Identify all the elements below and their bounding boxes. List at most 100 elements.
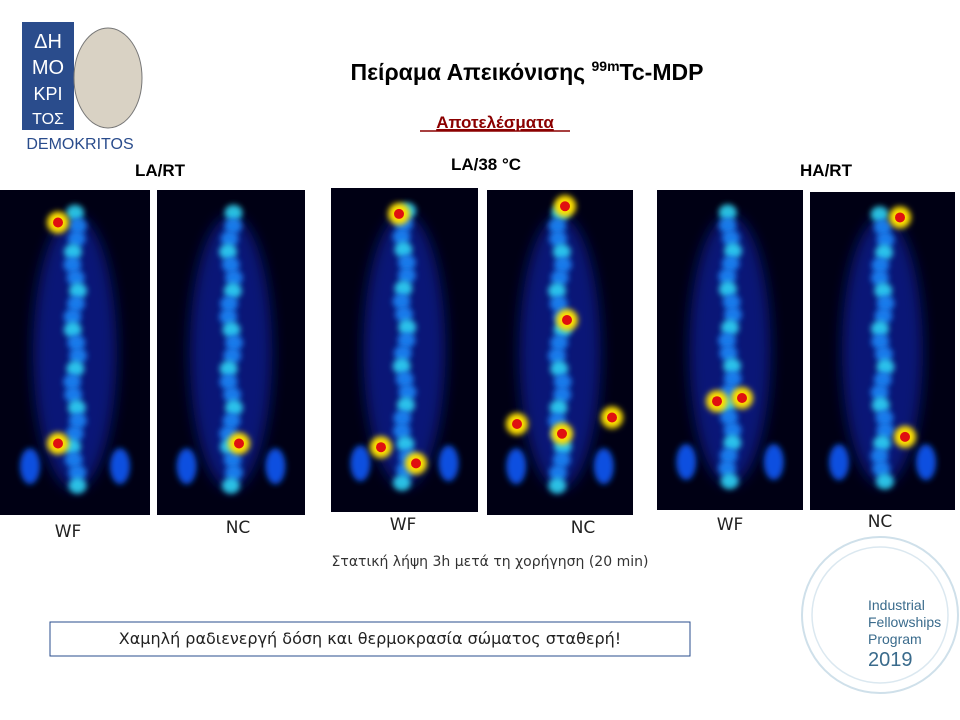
program-logo: Industrial Fellowships Program 2019 [801,536,959,694]
scan-spine [66,295,85,312]
image-label: WF [717,515,744,535]
scan-spine [723,434,742,451]
scan-spine [870,384,889,401]
scan-image [810,192,955,510]
logo-bust [73,27,143,129]
scan-spine [68,477,87,494]
scan-spine [870,447,889,464]
scan-spine [549,230,568,247]
scan-spine [553,256,572,273]
scan-spine [872,460,891,477]
scan-spine [874,346,893,363]
image-label: NC [571,518,596,538]
scan-spine [392,293,411,310]
scan-spine [876,295,895,312]
subtitle: Αποτελέσματα [436,113,554,132]
scan-spine [396,397,415,414]
scan-spine [876,231,895,248]
scan-spine [222,321,241,338]
scan-spine [393,410,412,427]
scan-spine [871,257,890,274]
scan-image [657,190,803,510]
scan-spine [67,334,86,351]
scan-image [487,190,633,515]
scan-spine [723,370,742,387]
scan-hotspot [394,208,404,219]
image-label: WF [55,522,82,542]
scan-hotspot [376,442,386,453]
scan-spine [394,241,413,258]
scan-spine [718,460,737,477]
scan-spine [719,345,738,362]
scan-spine [870,206,889,223]
scan-limb [916,444,936,481]
scan-spine [873,218,892,235]
scan-spine [397,332,416,349]
note: Χαμηλή ραδιενεργή δόση και θερμοκρασία σ… [119,629,621,648]
scan-spine [393,345,412,362]
scan-spine [68,412,87,429]
scan-spine [222,412,241,429]
scan-spine [723,358,742,374]
scan-spine [221,477,240,494]
scan-spine [68,217,87,234]
scan-spine [723,242,742,259]
title-text: Πείραμα Απεικόνισης [351,59,592,85]
scan-spine [219,243,238,260]
scan-spine [723,422,742,438]
scan-spine [873,435,892,452]
scan-spine [871,397,890,414]
scan-limb [506,448,527,485]
scan-spine [718,217,737,234]
group-label: LA/RT [135,161,186,180]
logo: ΔΗ ΜΟ ΚΡΙ ΤΟΣ DEMOKRITOS [22,22,143,153]
scan-spine [68,282,87,299]
scan-spine [224,464,243,481]
scan-hotspot [234,438,244,449]
scan-spine [392,474,411,491]
scan-spine [718,204,737,221]
scan-limb [829,444,849,481]
scan-spine [223,282,242,299]
scan-limb [110,448,130,485]
scan-spine [65,425,84,442]
scan-hotspot [562,315,572,325]
scan-spine [870,269,889,286]
scan-limb [676,444,697,480]
scan-spine [397,254,416,271]
scan-spine [719,447,738,464]
logo-ring [811,546,949,684]
scan-spine [550,334,569,351]
scan-spine [67,230,86,247]
scan-spine [876,358,895,375]
scan-spine [874,282,893,299]
scan-spine [552,243,571,260]
scan-spine [224,217,243,234]
scan-spine [395,371,414,388]
scan-spine [870,320,889,337]
scan-hotspot [512,419,522,429]
scan-hotspot [53,217,63,228]
scan-hotspot [411,458,421,469]
scan-spine [63,308,82,325]
scan-spine [548,217,567,234]
scan-limb [763,444,784,480]
scan-spine [875,473,894,490]
image-label: NC [868,512,893,532]
scan-image [0,190,150,515]
scan-spine [64,451,83,468]
logo-letters: ΤΟΣ [32,111,64,128]
scan-spine [220,230,239,247]
scan-spine [720,473,739,490]
scan-spine [718,268,737,285]
scan-spine [63,256,82,273]
scan-spine [64,386,83,403]
scan-spine [66,360,85,377]
scan-spine [67,399,86,416]
scan-spine [220,295,239,312]
logo-name: DEMOKRITOS [26,136,133,153]
logo-block [22,22,74,130]
program-line: Industrial [868,597,925,613]
scan-spine [550,360,569,377]
images: WF NC WF NC WF NC [0,188,955,542]
